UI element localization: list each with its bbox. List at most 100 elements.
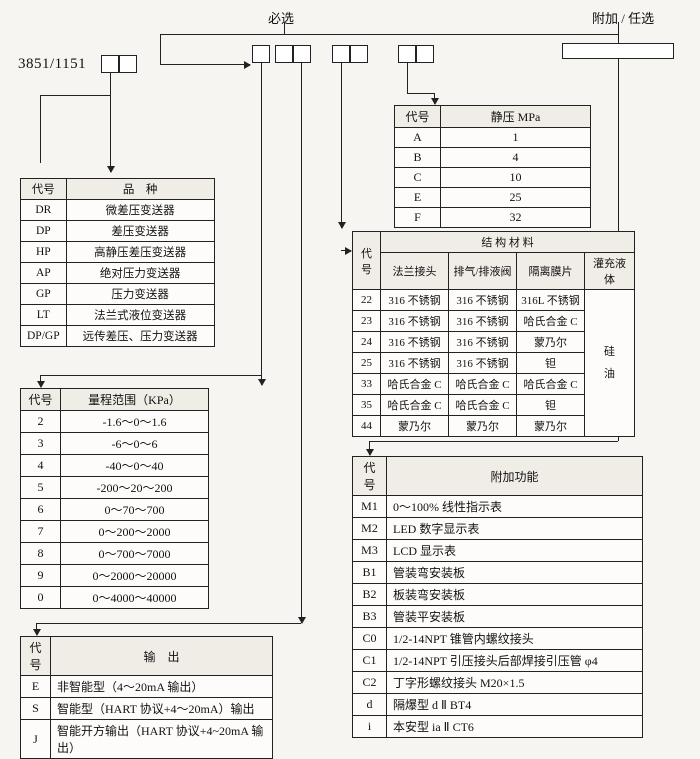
model-number: 3851/1151 [18,56,86,73]
cell: GP [21,284,67,305]
cell: E [395,188,441,208]
cell: S [21,698,51,720]
cell: 蒙乃尔 [449,416,517,437]
label-required: 必选 [268,8,294,27]
table-range: 代号 量程范围（KPa） 2-1.6～0～1.63-6～0～64-40～0～40… [20,388,209,609]
cell: 5 [21,477,61,499]
hdr: 法兰接头 [381,253,449,290]
table-addon: 代号 附加功能 M10～100% 线性指示表M2LED 数字显示表M3LCD 显… [352,456,643,738]
connector-top-h [160,34,618,35]
cell: F [395,208,441,228]
arrow-to-addon-h [369,441,618,442]
arrow-to-range-h [40,375,261,376]
cell: A [395,128,441,148]
cell: 哈氏合金 C [517,374,585,395]
cell: C0 [353,628,387,650]
cell: 316 不锈钢 [449,353,517,374]
connector-req-up [284,22,285,34]
cell: -200～20～200 [61,477,209,499]
cell: 25 [353,353,381,374]
cell: 1 [441,128,591,148]
cell: LCD 显示表 [387,540,643,562]
cell: E [21,676,51,698]
cell-liquid: 硅 油 [585,290,635,437]
cell: 法兰式液位变送器 [66,305,214,326]
cell: 316 不锈钢 [449,290,517,311]
cell: 1/2-14NPT 引压接头后部焊接引压管 φ4 [387,650,643,672]
cell: 0～2000～20000 [61,565,209,587]
cell: 35 [353,395,381,416]
cell: 3 [21,433,61,455]
cell: C [395,168,441,188]
arrow-to-output-d [36,623,37,635]
cell: 哈氏合金 C [381,374,449,395]
selector-box-req-7 [416,45,434,63]
cell: M2 [353,518,387,540]
cell: 316 不锈钢 [449,311,517,332]
table-struct: 代号 结 构 材 料 法兰接头 排气/排液阀 隔离膜片 灌充液体 22316 不… [352,231,635,437]
selector-box-req-3 [293,45,311,63]
arrow-to-struct-v [341,63,342,228]
cell: 0～700～7000 [61,543,209,565]
cell: 32 [441,208,591,228]
cell: 8 [21,543,61,565]
cell: M1 [353,496,387,518]
cell: 管装平安装板 [387,606,643,628]
cell: 2 [21,411,61,433]
table-static: 代号 静压 MPa A1B4C10E25F32 [394,105,591,228]
selector-box-req-6 [398,45,416,63]
cell: 316L 不锈钢 [517,290,585,311]
arrow-to-output-v [301,63,302,623]
arrow-to-addon-d [369,441,370,455]
cell: 蒙乃尔 [517,332,585,353]
hdr: 量程范围（KPa） [61,389,209,411]
connector-opt-down [618,34,619,43]
arrow-to-static-d [434,93,435,104]
cell: DR [21,200,67,221]
cell: -6～0～6 [61,433,209,455]
cell: 7 [21,521,61,543]
cell: 4 [441,148,591,168]
arrow-to-output-h [36,623,301,624]
cell: 10 [441,168,591,188]
cell: DP [21,221,67,242]
cell: B2 [353,584,387,606]
arrow-to-struct-h [341,250,351,251]
cell: 33 [353,374,381,395]
connector-to-req [160,64,250,65]
cell: J [21,720,51,759]
hdr: 静压 MPa [441,106,591,128]
hdr: 代号 [353,457,387,496]
cell: 1/2-14NPT 锥管内螺纹接头 [387,628,643,650]
hdr: 代号 [21,179,67,200]
cell: d [353,694,387,716]
cell: 压力变送器 [66,284,214,305]
conn-pz-a [40,95,41,163]
cell: 哈氏合金 C [517,311,585,332]
cell: C1 [353,650,387,672]
cell: 0～100% 线性指示表 [387,496,643,518]
hdr: 排气/排液阀 [449,253,517,290]
arrow-to-range-d [40,375,41,387]
cell: 哈氏合金 C [449,395,517,416]
hdr: 品 种 [66,179,214,200]
cell: 4 [21,455,61,477]
cell: DP/GP [21,326,67,347]
cell: 0～4000～40000 [61,587,209,609]
selector-box-req-5 [350,45,368,63]
cell: 差压变送器 [66,221,214,242]
cell: LT [21,305,67,326]
cell: LED 数字显示表 [387,518,643,540]
hdr: 代号 [21,637,51,676]
selector-box-model-a [101,55,119,73]
cell: 丁字形螺纹接头 M20×1.5 [387,672,643,694]
cell: -40～0～40 [61,455,209,477]
cell: 智能开方输出（HART 协议+4~20mA 输出） [51,720,273,759]
cell: 0～200～2000 [61,521,209,543]
cell: 0～70～700 [61,499,209,521]
hdr-top: 结 构 材 料 [381,232,635,253]
cell: 316 不锈钢 [381,353,449,374]
hdr: 输 出 [51,637,273,676]
cell: 蒙乃尔 [381,416,449,437]
cell: 9 [21,565,61,587]
